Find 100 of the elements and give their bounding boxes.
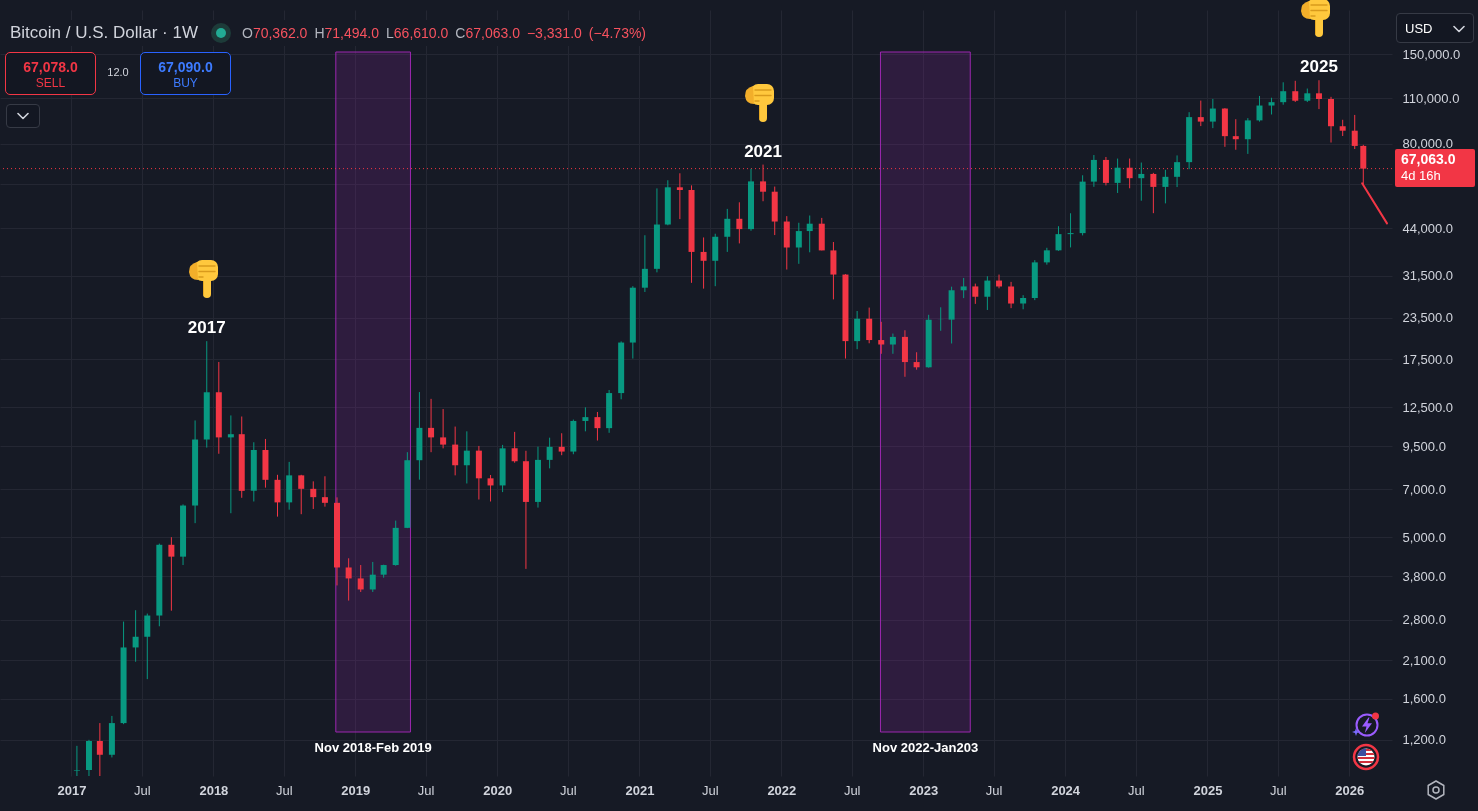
candlestick: [724, 208, 731, 253]
x-tick-label: 2021: [625, 782, 655, 798]
candlestick: [700, 236, 707, 290]
y-tick-label: 23,500.0: [1402, 310, 1454, 325]
y-tick-label: 1,600.0: [1402, 691, 1446, 707]
annotation: 67,078.0: [22, 59, 79, 75]
candlestick: [1162, 169, 1169, 204]
candlestick: [546, 437, 553, 469]
candlestick: [878, 321, 885, 355]
candlestick: [440, 408, 447, 449]
candlestick: [736, 201, 743, 244]
candlestick: [168, 536, 175, 612]
candlestick: [511, 431, 518, 464]
candlestick: [1150, 172, 1157, 214]
candlestick: [1138, 162, 1145, 202]
y-tick-label: 12,500.0: [1402, 399, 1454, 415]
x-tick-label: 2022: [767, 782, 797, 798]
y-tick-label: 1,200.0: [1402, 732, 1446, 748]
candlestick: [1020, 294, 1027, 310]
x-tick-label: 2018: [199, 782, 229, 798]
candlestick: [487, 474, 494, 502]
candlestick: [132, 609, 139, 663]
candlestick: [558, 432, 565, 456]
candlestick: [1232, 118, 1239, 151]
candlestick: [452, 426, 459, 476]
x-tick-label: Jul: [560, 782, 577, 798]
candlestick: [1292, 80, 1299, 103]
candlestick: [298, 474, 305, 515]
candlestick: [582, 406, 589, 432]
candlestick: [806, 215, 813, 253]
candlestick: [984, 275, 991, 311]
annotation: 2017: [187, 318, 226, 338]
candlestick: [1209, 98, 1216, 129]
candlestick: [1114, 158, 1121, 194]
y-tick-label: 2,800.0: [1402, 612, 1446, 628]
x-tick-label: Jul: [1269, 782, 1287, 798]
candlestick: [428, 398, 435, 453]
text: 4d 16h: [1401, 167, 1442, 184]
candlestick: [760, 164, 767, 202]
candlestick: [866, 307, 873, 344]
candlestick: [1244, 117, 1251, 155]
y-tick-label: 7,000.0: [1402, 481, 1446, 497]
candlestick: [144, 613, 151, 680]
candlestick: [1197, 100, 1204, 127]
candlestick: [274, 474, 281, 518]
candlestick: [321, 475, 328, 508]
y-tick-label: 150,000.0: [1402, 46, 1461, 62]
y-tick-label: 44,000.0: [1402, 220, 1454, 236]
candlestick: [73, 745, 80, 777]
y-tick-label: 31,500.0: [1402, 268, 1454, 284]
annotation: 67,090.0: [157, 59, 214, 75]
candlestick: [594, 411, 601, 442]
x-tick-label: Jul: [985, 782, 1003, 798]
candlestick: [227, 414, 234, 514]
buy-button: 67,090.0 BUY: [140, 52, 231, 95]
candlestick: [972, 283, 979, 305]
y-tick-label: 9,500.0: [1402, 438, 1446, 454]
currency-dropdown: USD: [1396, 13, 1474, 43]
candlestick: [1008, 281, 1015, 309]
candlestick: [1174, 154, 1181, 188]
x-tick-label: Jul: [417, 782, 435, 798]
y-tick-label: 80,000.0: [1402, 136, 1454, 152]
x-tick-label: 2023: [909, 782, 939, 798]
candlestick: [357, 564, 364, 593]
x-tick-label: Jul: [275, 782, 293, 798]
x-tick-label: Jul: [701, 782, 719, 798]
candlestick: [463, 430, 470, 484]
candlestick: [676, 172, 683, 220]
candlestick: [795, 222, 802, 265]
sell-button: 67,078.0 SELL: [5, 52, 96, 95]
annotation: SELL: [34, 76, 67, 90]
candlestick: [1055, 225, 1062, 252]
candlestick: [1280, 81, 1287, 106]
annotation: 2021: [744, 141, 782, 161]
x-tick-label: 2026: [1335, 782, 1365, 798]
y-tick-label: 2,100.0: [1402, 652, 1446, 668]
candlestick: [310, 480, 317, 510]
x-tick-label: Jul: [1128, 782, 1145, 798]
ref-line-label: 67,063.0: [1401, 150, 1457, 168]
band-label: Nov 2018-Feb 2019: [314, 740, 432, 755]
candlestick: [889, 333, 896, 355]
candlestick: [1315, 79, 1322, 110]
x-tick-label: 2024: [1051, 782, 1081, 798]
y-tick-label: 3,800.0: [1402, 568, 1446, 584]
x-tick-label: 2017: [57, 782, 87, 798]
candlestick: [96, 722, 103, 777]
band-label: Nov 2022-Jan203: [872, 740, 979, 755]
y-tick-label: 5,000.0: [1402, 529, 1446, 545]
x-tick-label: 2020: [483, 782, 513, 798]
annotation: 2025: [1300, 57, 1338, 77]
y-tick-label: 17,500.0: [1402, 351, 1454, 367]
x-tick-label: Jul: [843, 782, 861, 798]
candlestick: [369, 561, 376, 593]
x-tick-label: 2019: [341, 782, 371, 798]
candlestick: [345, 557, 352, 602]
candlestick: [1102, 156, 1109, 186]
annotation: BUY: [172, 76, 199, 90]
candlestick: [960, 277, 967, 299]
candlestick: [1256, 95, 1263, 123]
annotation: 12.0: [106, 66, 130, 78]
